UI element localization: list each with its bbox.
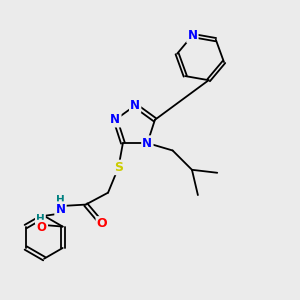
- Text: N: N: [110, 113, 120, 126]
- Text: H: H: [56, 194, 65, 205]
- Text: O: O: [37, 221, 47, 234]
- Text: S: S: [114, 161, 123, 174]
- Text: O: O: [97, 218, 107, 230]
- Text: N: N: [142, 136, 152, 150]
- Text: N: N: [130, 99, 140, 112]
- Text: N: N: [56, 202, 65, 215]
- Text: H: H: [36, 214, 45, 224]
- Text: N: N: [188, 29, 197, 42]
